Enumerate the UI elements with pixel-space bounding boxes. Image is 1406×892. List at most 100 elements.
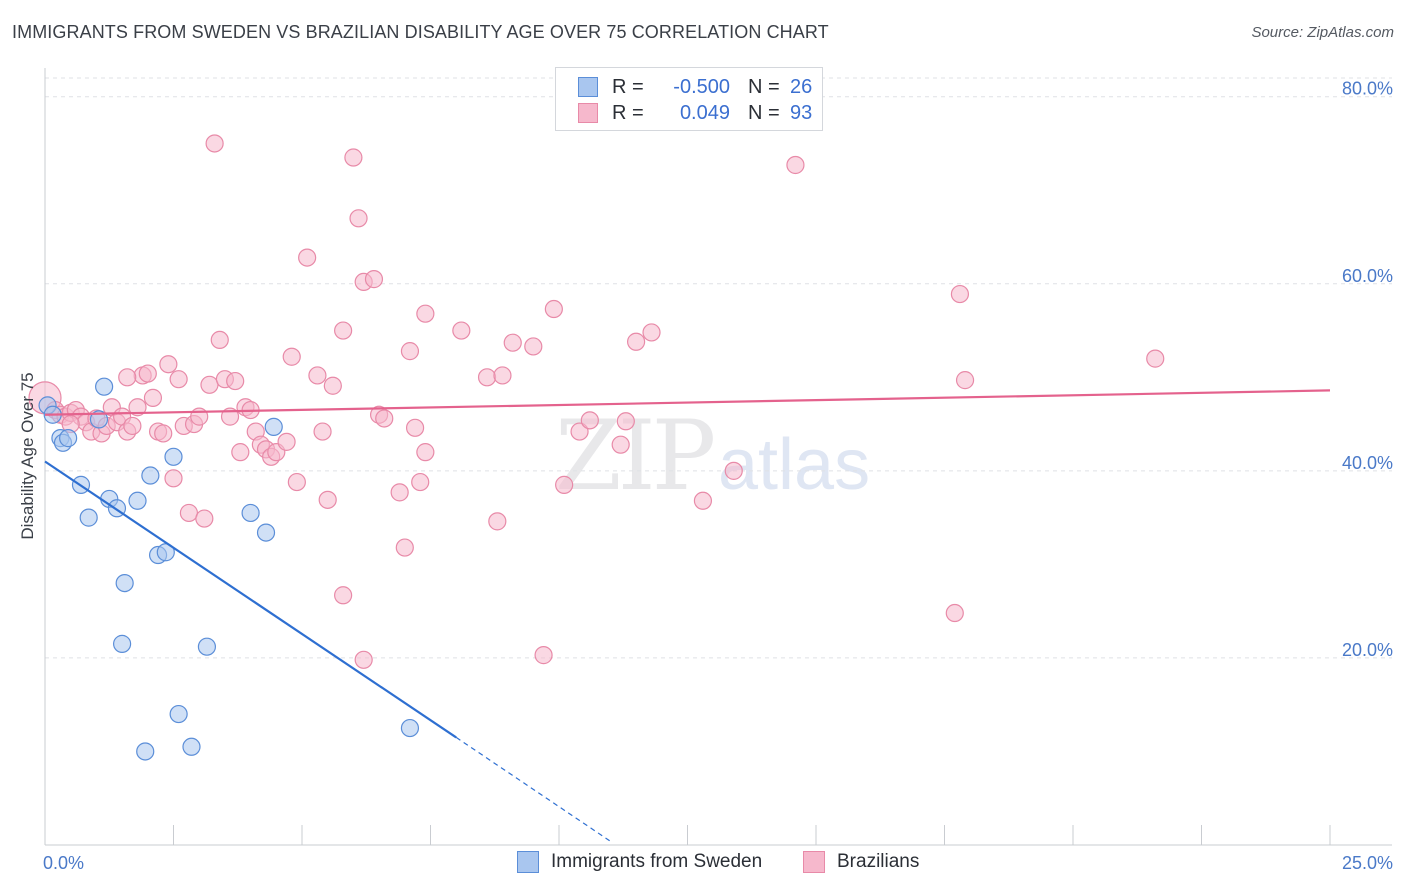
- data-point-brazil: [534, 646, 553, 665]
- data-point-brazil: [210, 330, 229, 350]
- correlation-legend: R = -0.500 N = 26 R = 0.049 N = 93: [555, 67, 823, 131]
- data-point-brazil: [179, 503, 199, 523]
- y-axis-label: Disability Age Over 75: [18, 372, 37, 539]
- bottom-legend-sweden[interactable]: Immigrants from Sweden: [517, 851, 762, 873]
- data-point-brazil: [159, 355, 178, 374]
- data-point-brazil: [318, 490, 337, 509]
- data-point-brazil: [195, 509, 214, 528]
- y-tick-label: 80.0%: [1342, 79, 1393, 99]
- data-point-brazil: [287, 472, 306, 492]
- data-point-sweden: [400, 718, 420, 738]
- data-point-sweden: [136, 742, 155, 761]
- data-point-brazil: [452, 321, 471, 340]
- data-point-brazil: [950, 284, 970, 304]
- data-point-brazil: [308, 366, 327, 385]
- data-point-brazil: [1146, 349, 1165, 368]
- y-tick-label: 20.0%: [1342, 640, 1393, 660]
- data-point-brazil: [955, 371, 975, 390]
- data-point-brazil: [354, 650, 373, 669]
- legend-r-value: -0.500: [673, 75, 730, 98]
- trend-line-brazil: [44, 389, 1331, 416]
- data-point-sweden: [128, 491, 147, 510]
- legend-n-label: N =: [748, 101, 780, 124]
- data-point-brazil: [277, 432, 296, 451]
- chart-title: IMMIGRANTS FROM SWEDEN VS BRAZILIAN DISA…: [12, 22, 829, 42]
- data-point-brazil: [282, 347, 301, 366]
- data-point-sweden: [256, 523, 276, 542]
- legend-swatch-brazil: [578, 103, 598, 123]
- data-point-brazil: [395, 538, 414, 557]
- data-point-sweden: [182, 737, 201, 756]
- data-point-brazil: [616, 412, 635, 431]
- data-point-brazil: [349, 209, 368, 228]
- data-point-brazil: [693, 491, 713, 510]
- data-point-brazil: [411, 472, 430, 492]
- data-point-brazil: [313, 422, 332, 441]
- labels-layer: 20.0% 40.0% 60.0% 80.0% 0.0% 25.0% Disability …: [18, 79, 1393, 873]
- data-point-sweden: [141, 466, 160, 485]
- data-point-brazil: [205, 134, 224, 153]
- data-point-brazil: [231, 443, 250, 462]
- bottom-legend-swatch-sweden: [517, 851, 539, 873]
- bottom-legend-label-sweden: Immigrants from Sweden: [551, 851, 763, 872]
- data-point-brazil: [611, 435, 630, 454]
- trend-line-sweden: [44, 460, 457, 739]
- data-point-brazil: [724, 461, 743, 480]
- data-point-brazil: [200, 375, 219, 394]
- data-point-sweden: [115, 573, 134, 593]
- legend-r-label: R =: [612, 75, 644, 98]
- data-point-sweden: [79, 508, 98, 527]
- data-point-brazil: [334, 586, 353, 605]
- data-point-brazil: [143, 388, 163, 407]
- data-point-brazil: [544, 299, 563, 319]
- data-point-brazil: [580, 411, 599, 430]
- data-point-brazil: [154, 424, 173, 443]
- data-point-brazil: [323, 376, 342, 395]
- source-label: Source: ZipAtlas.com: [1251, 24, 1394, 41]
- y-tick-label: 60.0%: [1342, 266, 1393, 286]
- data-point-brazil: [642, 323, 661, 342]
- data-point-brazil: [945, 603, 964, 623]
- watermark-atlas: atlas: [718, 425, 871, 505]
- data-point-sweden: [59, 429, 78, 448]
- points-layer: [28, 134, 1165, 761]
- bottom-legend-brazil[interactable]: Brazilians: [803, 851, 919, 873]
- data-point-brazil: [786, 155, 805, 175]
- data-point-brazil: [169, 370, 188, 389]
- data-point-brazil: [164, 469, 183, 488]
- data-point-brazil: [405, 418, 425, 437]
- data-point-sweden: [264, 417, 283, 436]
- x-tick-label: 25.0%: [1342, 853, 1393, 873]
- legend-n-value: 93: [790, 101, 813, 124]
- data-point-brazil: [364, 270, 384, 289]
- data-point-sweden: [95, 377, 114, 396]
- trend-layer: [44, 389, 1331, 842]
- data-point-brazil: [477, 368, 497, 387]
- axes-layer: [44, 68, 1392, 846]
- data-point-brazil: [400, 342, 420, 361]
- data-point-brazil: [570, 422, 589, 441]
- data-point-brazil: [138, 364, 157, 383]
- data-point-sweden: [89, 410, 109, 429]
- data-point-brazil: [555, 475, 574, 494]
- data-point-sweden: [241, 503, 260, 523]
- data-point-sweden: [164, 447, 183, 466]
- data-point-brazil: [390, 483, 409, 502]
- data-point-sweden: [197, 637, 217, 656]
- data-point-brazil: [493, 366, 512, 385]
- bottom-legend-label-brazil: Brazilians: [837, 851, 920, 872]
- data-point-sweden: [112, 634, 132, 653]
- legend-swatch-sweden: [578, 77, 598, 97]
- legend-n-value: 26: [790, 75, 813, 98]
- data-point-brazil: [123, 416, 142, 436]
- data-point-brazil: [488, 512, 507, 531]
- data-point-brazil: [118, 368, 137, 387]
- data-point-brazil: [626, 332, 646, 351]
- data-point-sweden: [169, 704, 188, 724]
- data-point-brazil: [375, 409, 394, 428]
- data-point-brazil: [226, 371, 245, 391]
- data-point-brazil: [334, 321, 353, 340]
- legend-r-label: R =: [612, 101, 644, 124]
- grid-layer: [45, 77, 1392, 659]
